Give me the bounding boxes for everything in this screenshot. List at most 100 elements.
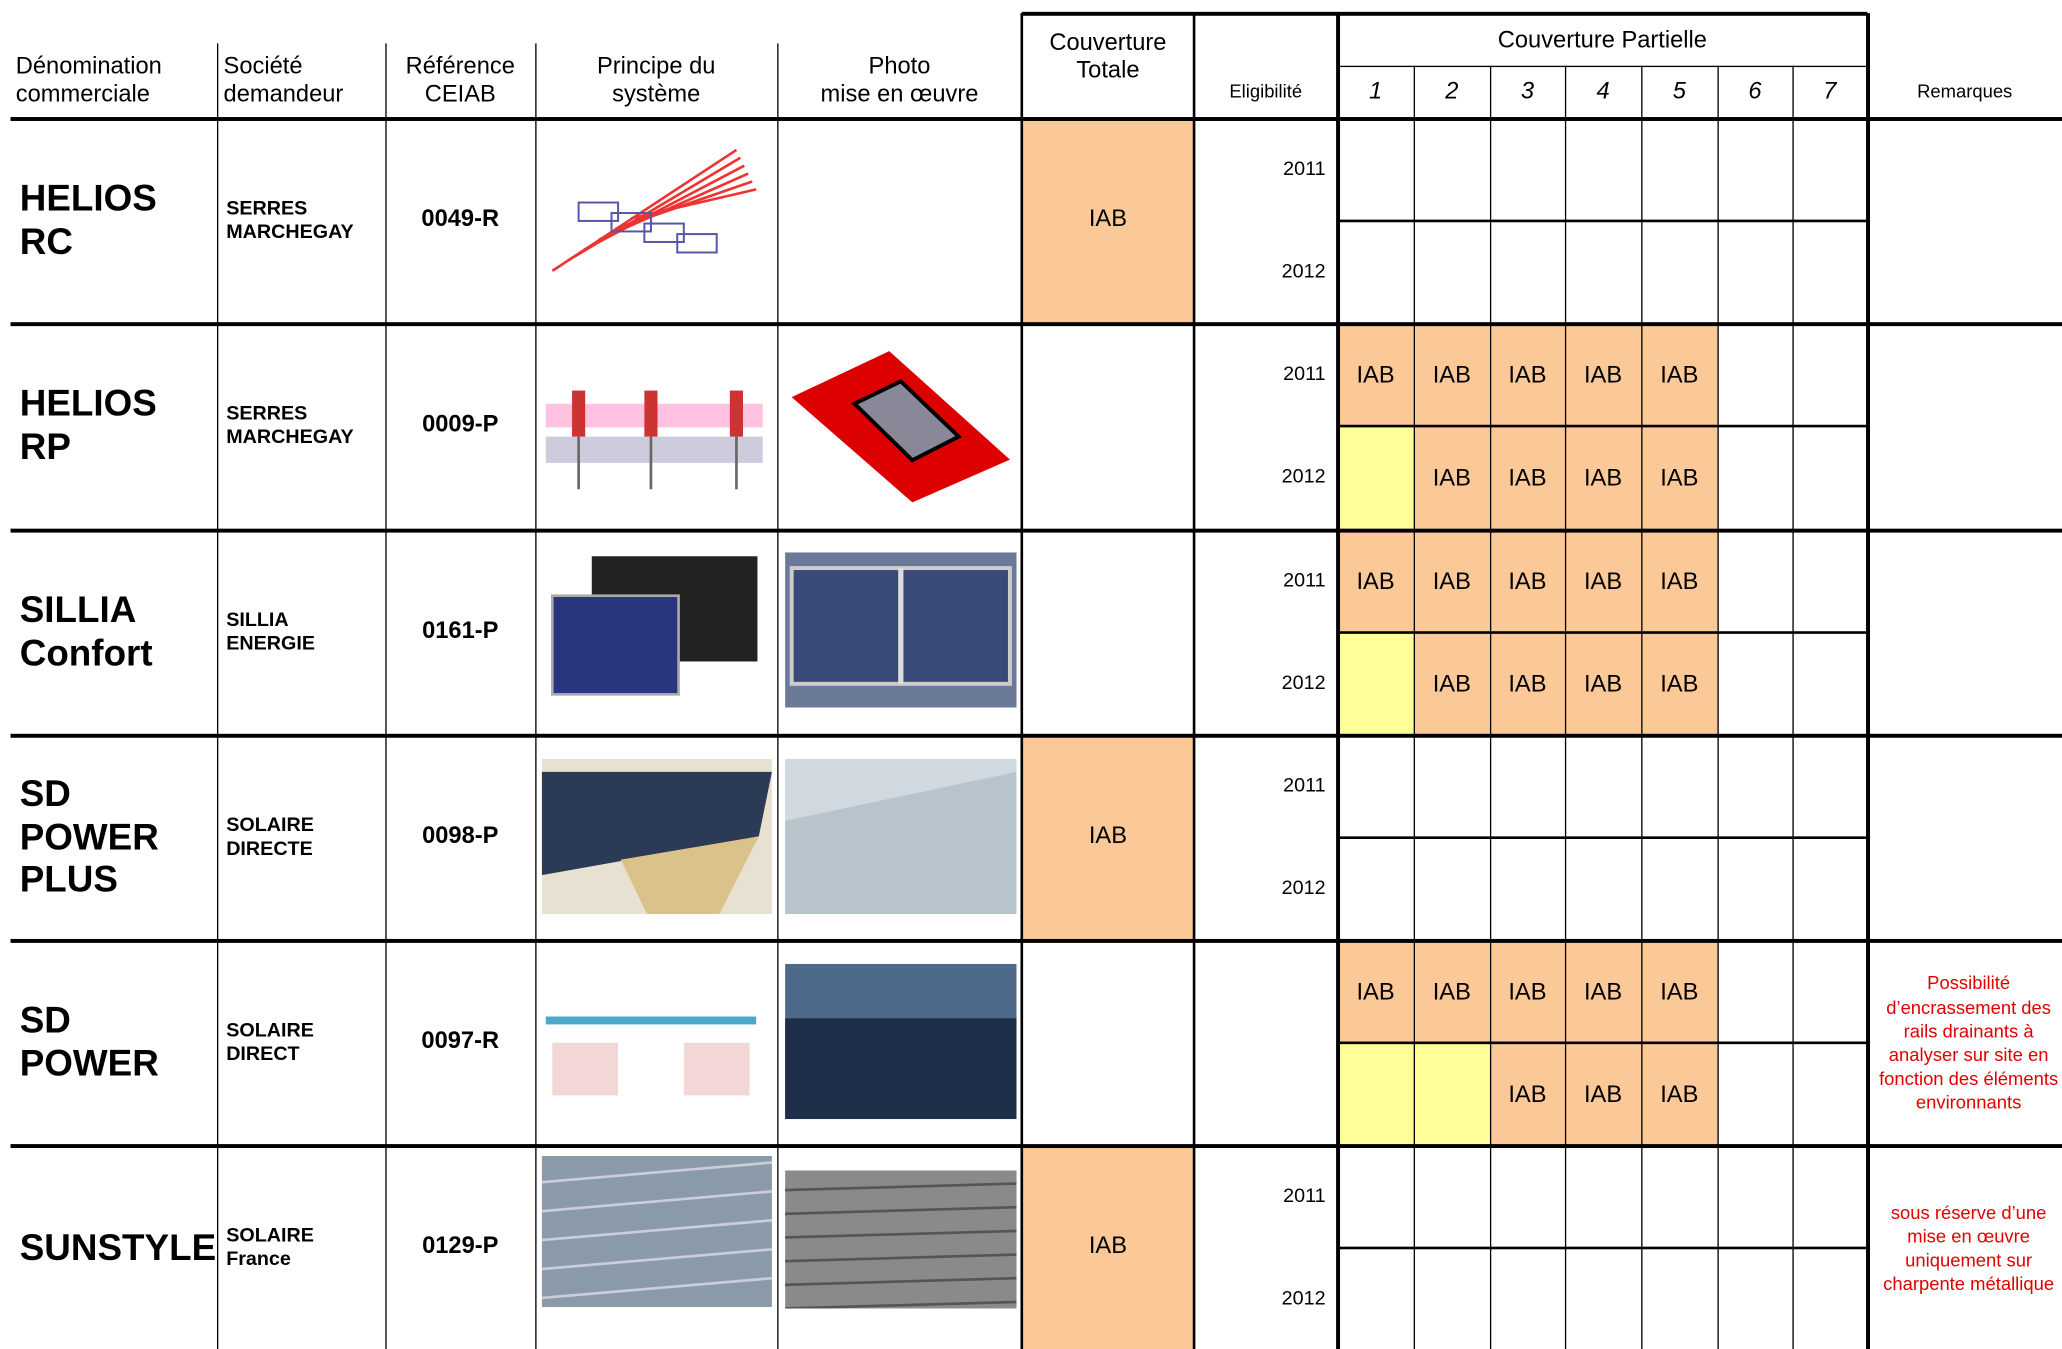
grid-line [10,527,2062,532]
grid-line [1640,65,1642,1349]
reference: 0097-R [421,1026,500,1053]
photo-image [539,549,771,708]
partial-coverage: IAB [1583,361,1623,388]
product-name: SD POWER PLUS [19,773,159,900]
eligibility-year: 2011 [1283,158,1326,181]
grid-line [1020,13,1023,1349]
grid-line [10,321,2062,326]
reference: 0009-P [422,409,499,437]
grid-line [1337,631,1868,634]
cell-fill [1489,529,1565,633]
company-name: SERRES MARCHEGAY [226,402,354,449]
picture [539,344,770,503]
reference: 0161-P [422,616,499,643]
partial-coverage: IAB [1432,361,1471,388]
cell-fill [1489,323,1565,427]
cell-fill [1413,323,1490,427]
partial-coverage: IAB [1508,567,1547,594]
partial-coverage: IAB [1583,567,1623,594]
photo-image [539,963,763,1109]
grid-line [10,733,2062,738]
partial-coverage: IAB [1660,567,1699,594]
partial-coverage: IAB [1508,361,1547,388]
cell-fill [1641,632,1718,736]
cell-fill [1641,426,1718,529]
product-name: SILLIA Confort [19,589,153,674]
partial-coverage: IAB [1432,977,1471,1005]
product-name: HELIOS RP [19,383,157,467]
eligibility-year: 2011 [1283,1185,1326,1208]
grid-line [1716,65,1719,1349]
grid-line [1564,65,1566,1349]
cell-fill [1413,426,1490,529]
cell-fill [1489,940,1565,1043]
grid-line [1021,11,1868,16]
column-number: 5 [1672,77,1686,104]
partial-coverage: IAB [1660,1080,1699,1107]
cell-fill [1413,940,1490,1043]
company-name: SERRES MARCHEGAY [226,197,354,244]
cell-fill [1337,632,1414,736]
photo-image [541,758,772,914]
partial-coverage: IAB [1660,463,1699,491]
picture [539,136,763,285]
company-name: SILLIA ENERGIE [226,608,315,655]
grid-line [1865,13,1870,1349]
column-number: 4 [1596,77,1610,104]
grid-line [776,43,778,1349]
partial-coverage: IAB [1660,977,1699,1005]
column-number: 3 [1520,77,1535,104]
grid-line [1193,13,1196,1349]
picture [541,758,772,914]
partial-coverage: IAB [1660,361,1699,388]
picture [785,1170,1017,1310]
eligibility-year: 2011 [1283,775,1326,798]
grid-line [1337,65,1868,67]
picture [785,344,1017,509]
header-cell: Référence CEIAB [405,52,515,106]
header-cell: Eligibilité [1229,80,1303,102]
partial-coverage: IAB [1508,463,1547,491]
total-coverage: IAB [1088,821,1127,848]
total-fill [1021,735,1195,941]
picture [541,1155,773,1308]
partial-coverage: IAB [1432,567,1471,594]
grid-line [1335,13,1340,1349]
grid-line [216,43,218,1349]
cell-fill [1413,1042,1490,1146]
cell-fill [1489,632,1565,736]
cell-fill [1489,1042,1565,1146]
cell-fill [1641,323,1718,427]
partial-coverage: IAB [1432,670,1471,697]
remark: sous réserve d’une mise en œuvre uniquem… [1883,1201,2055,1295]
photo-image [541,1155,773,1308]
cell-fill [1564,323,1642,427]
grid-line [1337,425,1868,428]
grid-line [1337,1246,1868,1249]
photo-image [785,963,1017,1120]
photo-image [539,136,763,285]
cell-fill [1489,426,1565,529]
total-fill [1021,1145,1195,1349]
picture [785,758,1017,914]
grid-line [1489,65,1491,1349]
eligibility-year: 2012 [1281,672,1326,695]
header-cell: Société demandeur [223,52,344,106]
header-cell: Remarques [1917,80,2013,102]
cell-fill [1337,1042,1414,1146]
partial-coverage: IAB [1432,463,1471,491]
header-cell: Photo mise en œuvre [820,52,979,106]
eligibility-year: 2011 [1283,569,1326,593]
partial-coverage: IAB [1583,670,1623,697]
header-cell: Couverture Totale [1049,29,1167,83]
grid-line [1791,65,1794,1349]
grid-line [1337,836,1868,839]
partial-coverage: IAB [1583,977,1623,1005]
product-name: SD POWER [19,999,159,1084]
cell-fill [1564,529,1642,633]
picture [539,549,771,708]
partial-coverage: IAB [1583,1080,1623,1107]
cell-fill [1641,940,1718,1043]
partial-coverage: IAB [1508,670,1547,697]
picture [785,552,1017,708]
